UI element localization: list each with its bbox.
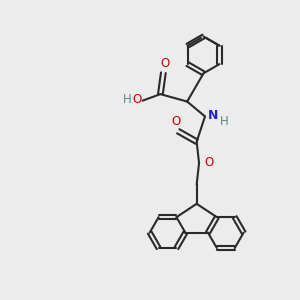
Text: O: O bbox=[160, 57, 169, 70]
Text: N: N bbox=[208, 109, 218, 122]
Text: O: O bbox=[132, 93, 141, 106]
Text: O: O bbox=[171, 115, 181, 128]
Text: H: H bbox=[220, 115, 229, 128]
Text: H: H bbox=[123, 93, 131, 106]
Text: O: O bbox=[204, 156, 214, 169]
